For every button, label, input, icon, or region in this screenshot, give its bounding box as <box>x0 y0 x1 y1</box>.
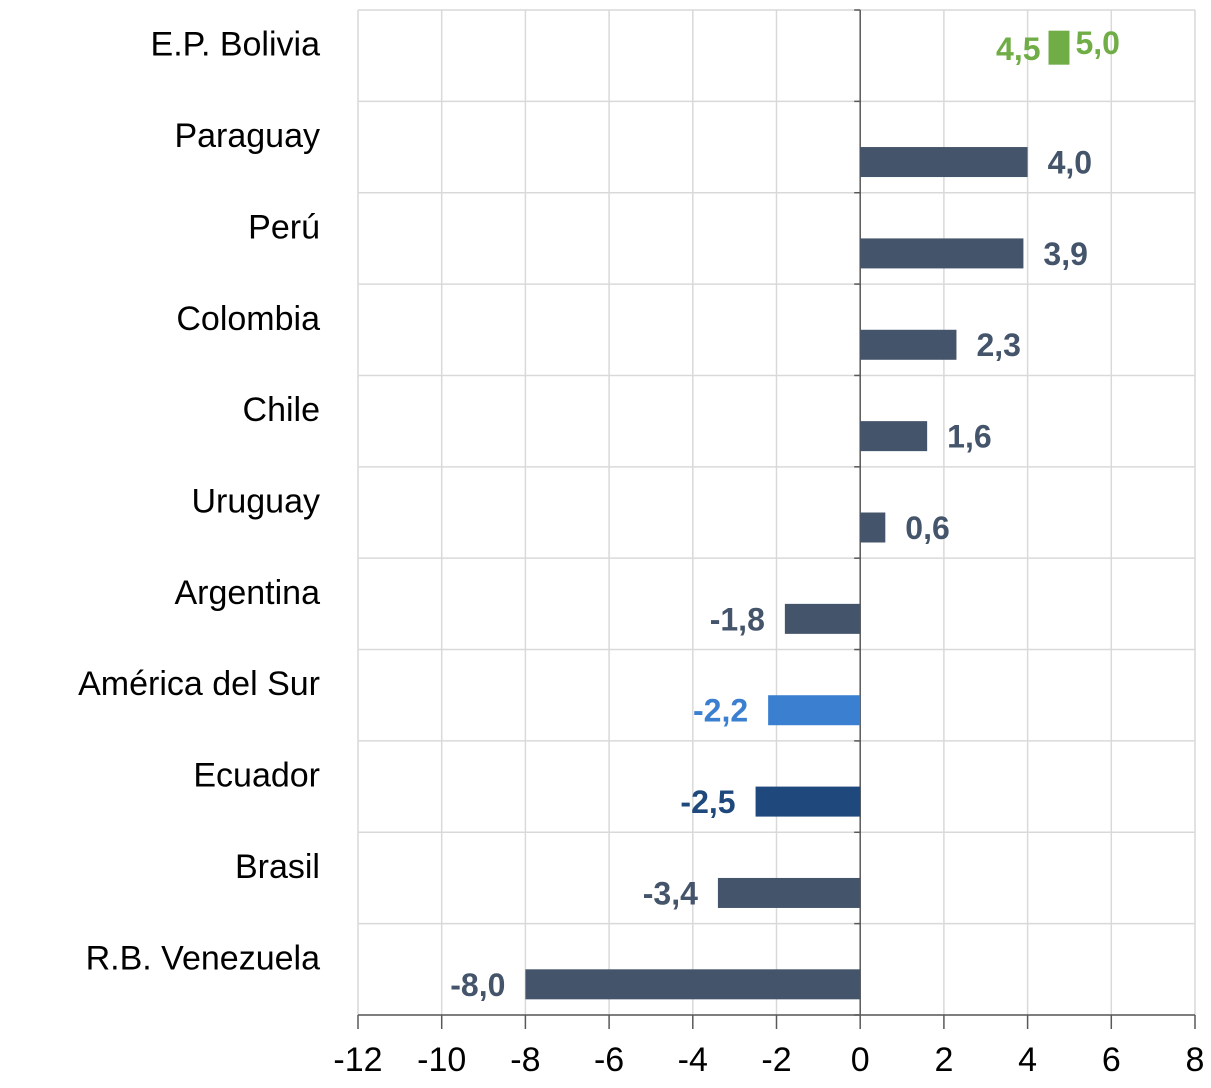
range-bar <box>1048 30 1070 65</box>
value-label: -3,4 <box>643 875 698 911</box>
value-label: -1,8 <box>710 601 765 637</box>
value-label: 1,6 <box>947 419 991 455</box>
x-tick-label: 8 <box>1186 1041 1205 1079</box>
value-label: 0,6 <box>905 510 949 546</box>
x-tick-label: -2 <box>761 1041 791 1079</box>
bar <box>768 695 861 726</box>
value-label: -2,5 <box>680 784 735 820</box>
x-tick-label: -12 <box>333 1041 382 1079</box>
x-tick-label: -6 <box>594 1041 624 1079</box>
bar <box>755 786 861 817</box>
x-tick-label: 0 <box>851 1041 870 1079</box>
x-tick-label: 6 <box>1102 1041 1121 1079</box>
value-label: 4,0 <box>1048 144 1092 180</box>
bar <box>784 603 861 634</box>
bar <box>860 329 957 360</box>
bar <box>525 969 861 1000</box>
y-tick-label: E.P. Bolivia <box>151 26 321 64</box>
y-tick-label: Perú <box>248 208 320 246</box>
range-low-label: 4,5 <box>996 31 1040 67</box>
y-tick-label: Argentina <box>174 574 320 612</box>
x-tick-label: -4 <box>678 1041 708 1079</box>
y-tick-label: Colombia <box>176 300 320 338</box>
y-tick-label: Uruguay <box>191 482 320 520</box>
bar <box>860 147 1028 178</box>
y-tick-label: Paraguay <box>174 117 320 155</box>
x-tick-label: 4 <box>1018 1041 1037 1079</box>
bar <box>860 512 886 543</box>
y-tick-label: América del Sur <box>78 665 320 703</box>
bar <box>717 877 861 908</box>
value-label: -2,2 <box>693 693 748 729</box>
y-tick-label: Brasil <box>235 848 320 886</box>
bar <box>860 238 1024 269</box>
value-label: 2,3 <box>976 327 1020 363</box>
x-tick-label: -10 <box>417 1041 466 1079</box>
bar <box>860 421 928 452</box>
range-high-label: 5,0 <box>1075 25 1119 61</box>
x-tick-label: -8 <box>510 1041 540 1079</box>
x-tick-label: 2 <box>934 1041 953 1079</box>
y-tick-label: Ecuador <box>193 757 320 795</box>
y-tick-label: R.B. Venezuela <box>86 939 320 977</box>
y-tick-label: Chile <box>243 391 320 429</box>
value-label: 3,9 <box>1043 236 1087 272</box>
value-label: -8,0 <box>450 967 505 1003</box>
